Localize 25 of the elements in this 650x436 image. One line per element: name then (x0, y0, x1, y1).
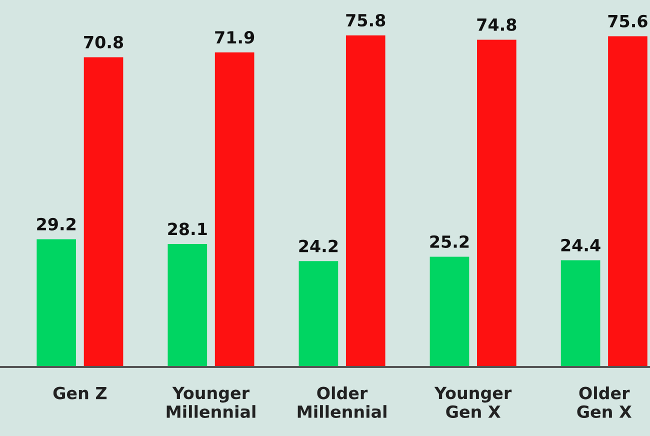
data-label: 75.8 (346, 14, 386, 27)
bar (430, 256, 470, 367)
x-tick-label: Younger Millennial (166, 386, 256, 418)
bar (298, 261, 338, 367)
data-label: 70.8 (84, 36, 124, 48)
data-label: 71.9 (215, 31, 254, 44)
data-label: 75.6 (608, 14, 648, 28)
data-label: 24.2 (299, 240, 338, 252)
x-tick-label: Gen Z (53, 386, 107, 400)
bar (346, 35, 386, 367)
bar (36, 239, 76, 367)
x-tick-label: Older Millennial (298, 386, 386, 418)
x-tick-label: Older Gen X (577, 386, 632, 418)
data-label: 25.2 (430, 235, 469, 248)
data-label: 24.4 (561, 238, 600, 252)
data-label: 28.1 (168, 222, 207, 236)
x-tick-label: Younger Gen X (434, 386, 512, 418)
bar (560, 260, 600, 367)
data-label: 29.2 (37, 218, 76, 230)
bar (477, 40, 516, 367)
bar (168, 244, 208, 367)
bar (214, 52, 254, 367)
bar (608, 36, 648, 367)
bar (84, 57, 124, 367)
data-label: 74.8 (477, 18, 516, 31)
